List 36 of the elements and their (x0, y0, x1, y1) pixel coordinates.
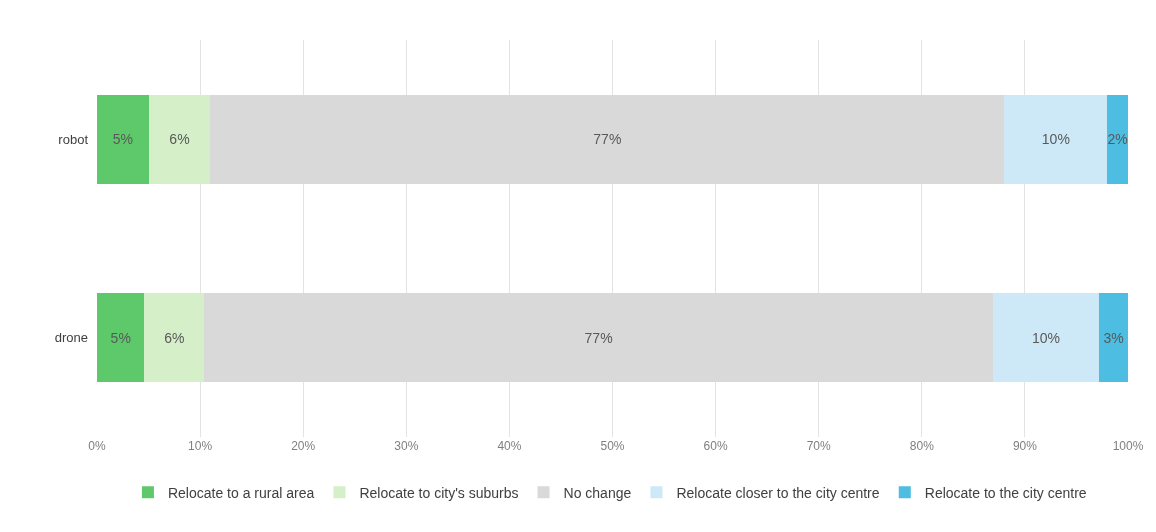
bar (97, 293, 145, 383)
x-tick-label: 90% (1012, 439, 1038, 453)
x-tick-label: 50% (600, 439, 625, 453)
data-label: 3% (1103, 329, 1124, 346)
x-tick-label: 40% (497, 439, 522, 453)
x-tick-label: 80% (909, 439, 935, 453)
legend-label: Relocate to city's suburbs (359, 484, 519, 501)
x-tick-label: 10% (188, 439, 213, 453)
legend-label: Relocate to a rural area (167, 484, 315, 501)
x-tick-label: 60% (703, 439, 728, 453)
bar (1099, 293, 1128, 383)
data-label: 10% (1032, 329, 1061, 346)
x-tick-label: 20% (291, 439, 316, 453)
data-label: 6% (164, 329, 185, 346)
legend-label: No change (563, 484, 632, 501)
x-tick-label: 70% (806, 439, 832, 453)
data-label: 2% (1107, 131, 1128, 148)
data-label: 77% (584, 329, 613, 346)
data-label: 5% (110, 329, 131, 346)
bar (144, 293, 205, 383)
data-label: 77% (593, 131, 622, 148)
bar (992, 293, 1100, 383)
legend-label: Relocate to the city centre (924, 484, 1087, 501)
data-label: 10% (1041, 131, 1070, 148)
bar (1004, 94, 1108, 184)
data-label: 5% (112, 131, 133, 148)
y-tick-label: robot (58, 131, 89, 147)
x-tick-label: 0% (88, 439, 106, 453)
bar (97, 94, 149, 184)
legend-label: Relocate closer to the city centre (676, 484, 880, 501)
x-tick-label: 30% (394, 439, 419, 453)
bar (148, 94, 211, 184)
x-tick-label: 100% (1112, 439, 1144, 453)
data-label: 6% (169, 131, 190, 148)
y-tick-label: drone (54, 330, 88, 346)
bar (1107, 94, 1128, 184)
